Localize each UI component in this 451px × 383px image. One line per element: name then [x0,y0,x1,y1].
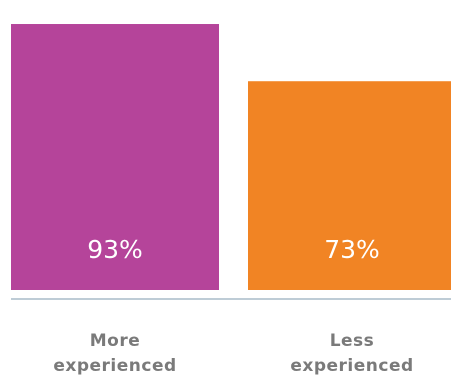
bar-0 [11,24,219,291]
bar-value-label-1: 73% [324,235,380,264]
category-label-0-line-1: experienced [53,356,176,376]
bar-value-label-0: 93% [87,235,143,264]
category-labels-group: More experienced Less experienced [53,331,413,376]
category-label-1-line-1: experienced [290,356,413,376]
bars-group: 93% 73% [11,24,451,291]
bar-1 [248,81,451,290]
category-label-0-line-0: More [90,331,141,351]
category-label-1-line-0: Less [330,331,375,351]
